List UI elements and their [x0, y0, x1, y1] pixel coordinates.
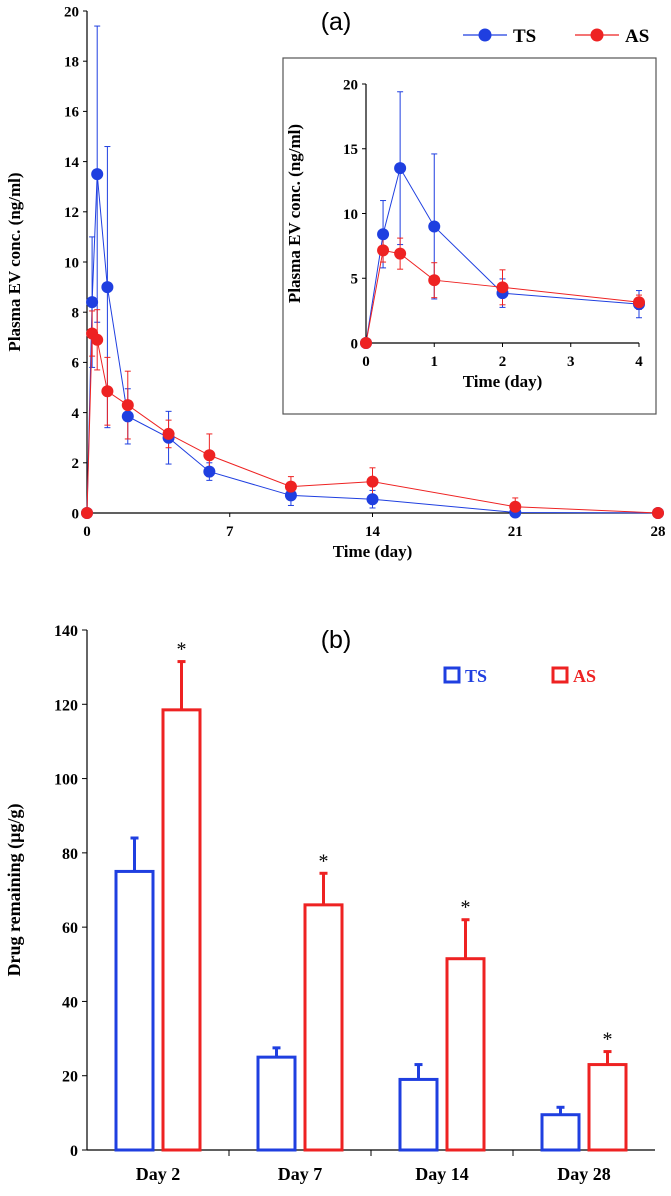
y-tick-label: 100: [54, 772, 78, 789]
x-tick-label: 2: [499, 354, 507, 370]
as-data-point: [496, 281, 509, 294]
inset-frame: [282, 57, 657, 415]
x-tick-label: 4: [635, 354, 643, 370]
y-tick-label: 6: [72, 356, 80, 372]
category-label: Day 28: [557, 1164, 611, 1184]
significance-asterisk: *: [177, 639, 187, 661]
ts-bar: [540, 1113, 581, 1152]
ts-data-point: [377, 228, 390, 241]
legend-ts-marker: [478, 28, 492, 42]
ts-bar: [114, 869, 155, 1152]
x-tick-label: 7: [226, 524, 234, 540]
category-label: Day 14: [415, 1164, 469, 1184]
ts-bar: [256, 1055, 297, 1152]
as-data-point: [81, 507, 93, 519]
as-bar: [303, 903, 344, 1152]
x-tick-label: 28: [651, 524, 666, 540]
x-tick-label: 0: [83, 524, 91, 540]
ts-data-point: [428, 220, 441, 233]
as-data-point: [162, 427, 175, 440]
y-tick-label: 5: [351, 272, 359, 288]
ts-data-point: [101, 281, 114, 294]
as-data-point: [394, 247, 407, 260]
y-tick-label: 10: [64, 255, 79, 271]
as-data-point: [101, 385, 114, 398]
y-tick-label: 2: [72, 456, 80, 472]
ts-data-point: [121, 410, 134, 423]
as-data-point: [377, 244, 390, 257]
x-axis-title: Time (day): [333, 542, 413, 561]
y-tick-label: 20: [64, 4, 79, 20]
legend-as-label: AS: [573, 666, 596, 686]
y-tick-label: 0: [351, 336, 359, 352]
as-data-point: [203, 449, 216, 462]
legend-ts-label: TS: [465, 666, 487, 686]
x-tick-label: 14: [365, 524, 381, 540]
legend-as-swatch: [551, 666, 569, 684]
as-data-point: [509, 500, 522, 513]
legend-ts-swatch: [443, 666, 461, 684]
as-data-point: [428, 274, 441, 287]
y-tick-label: 18: [64, 54, 79, 70]
y-tick-label: 0: [70, 1143, 78, 1160]
panel-label-b: (b): [321, 626, 352, 654]
y-tick-label: 15: [343, 142, 358, 158]
y-tick-label: 40: [62, 994, 78, 1011]
x-tick-label: 1: [431, 354, 439, 370]
y-tick-label: 80: [62, 846, 78, 863]
y-tick-label: 12: [64, 205, 79, 221]
ts-data-point: [366, 493, 379, 506]
legend-as-marker: [590, 28, 604, 42]
panel-b-bar-chart: 0 20 40 60 80 100 120 140 Day 2 * Day 7 * Day 14 * Day…: [4, 623, 655, 1184]
y-tick-label: 140: [54, 623, 78, 640]
y-tick-label: 20: [343, 77, 358, 93]
as-data-point: [284, 480, 297, 493]
category-label: Day 7: [278, 1164, 323, 1184]
y-tick-label: 20: [62, 1069, 78, 1086]
x-tick-label: 0: [362, 354, 370, 370]
as-bar: [161, 708, 202, 1152]
panel-label-a: (a): [321, 8, 352, 36]
x-tick-label: 21: [508, 524, 523, 540]
panel-a-inset-chart: 0 5 10 15 20 0 1 2 3 4 Time (day) Plasma EV conc. (…: [282, 57, 657, 415]
y-tick-label: 4: [72, 406, 80, 422]
x-tick-label: 3: [567, 354, 575, 370]
ts-data-point: [91, 168, 104, 181]
y-tick-label: 16: [64, 105, 80, 121]
as-bar: [587, 1063, 628, 1152]
ts-bar: [398, 1077, 439, 1152]
as-data-point: [91, 333, 104, 346]
legend-as-label: AS: [625, 26, 649, 47]
ts-data-point: [203, 465, 216, 478]
as-data-point: [652, 507, 664, 519]
y-axis-title: Plasma EV conc. (ng/ml): [5, 172, 24, 351]
significance-asterisk: *: [461, 897, 471, 919]
legend-ts-label: TS: [513, 26, 536, 47]
as-bar: [445, 957, 486, 1152]
ts-data-point: [394, 162, 407, 175]
y-tick-label: 60: [62, 920, 78, 937]
significance-asterisk: *: [603, 1029, 613, 1051]
ts-data-point: [284, 489, 297, 502]
ts-data-point: [86, 296, 99, 309]
as-data-point: [366, 475, 379, 488]
y-tick-label: 0: [72, 506, 80, 522]
y-tick-label: 14: [64, 155, 80, 171]
as-data-point: [360, 337, 372, 349]
y-axis-title: Plasma EV conc. (ng/ml): [285, 124, 304, 303]
y-tick-label: 8: [72, 305, 80, 321]
significance-asterisk: *: [319, 850, 329, 872]
y-axis-title: Drug remaining (µg/g): [4, 803, 25, 976]
as-series-line: [365, 249, 640, 344]
as-data-point: [633, 296, 645, 309]
y-tick-label: 10: [343, 207, 358, 223]
x-axis-title: Time (day): [463, 372, 543, 391]
category-label: Day 2: [136, 1164, 181, 1184]
as-data-point: [121, 399, 134, 412]
y-tick-label: 120: [54, 697, 78, 714]
